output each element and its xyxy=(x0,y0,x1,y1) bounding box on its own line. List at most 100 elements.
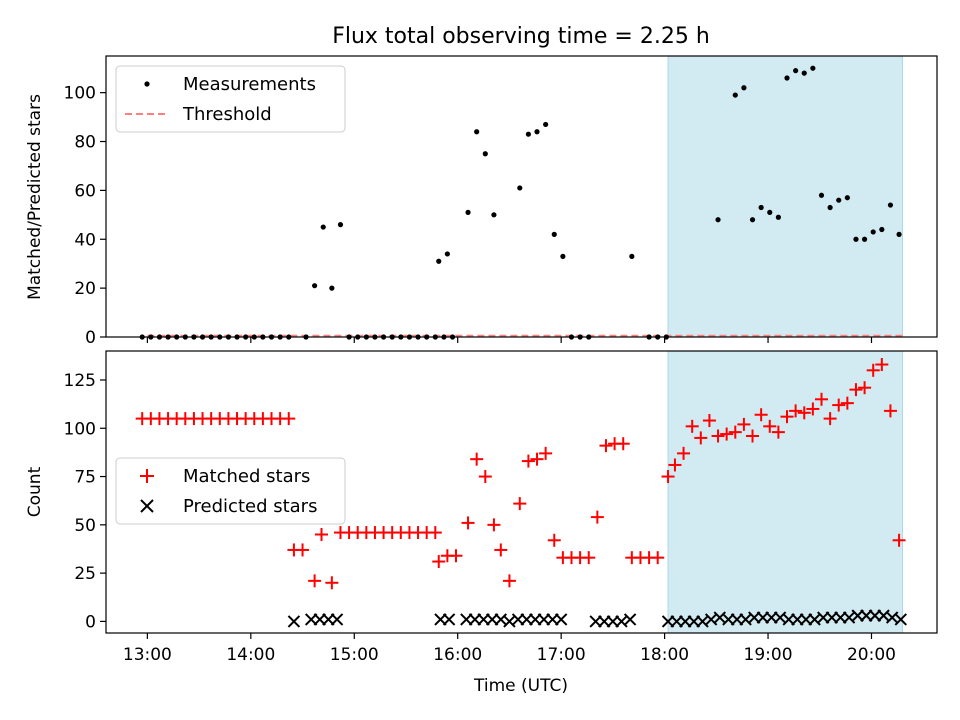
measurement-point xyxy=(715,217,721,223)
measurement-point xyxy=(525,131,531,137)
measurement-point xyxy=(861,236,868,242)
matched-star-point xyxy=(530,452,544,466)
matched-star-point xyxy=(849,383,863,397)
measurement-point xyxy=(870,229,876,235)
matched-star-point xyxy=(840,396,854,410)
predicted-stroke xyxy=(894,613,908,626)
measurement-point xyxy=(444,251,450,257)
measurement-point xyxy=(801,70,807,76)
legend-threshold-label: Threshold xyxy=(182,104,272,125)
predicted-stroke xyxy=(287,615,301,628)
matched-star-point xyxy=(728,425,742,439)
bottom-plot-frame xyxy=(105,350,938,634)
measurement-point xyxy=(312,283,318,289)
measurement-point xyxy=(887,202,894,208)
matched-star-point xyxy=(685,419,699,433)
matched-star-point xyxy=(668,458,682,472)
measurement-point xyxy=(329,285,335,291)
matched-star-point xyxy=(487,518,501,532)
measurement-point xyxy=(767,209,773,215)
matched-star-point xyxy=(521,454,535,468)
y-tick-label: 100 xyxy=(64,419,96,439)
matched-star-point xyxy=(282,412,296,426)
matched-star-point xyxy=(677,446,691,460)
bottom-legend: Matched stars Predicted stars xyxy=(115,457,346,525)
matched-star-point xyxy=(883,404,897,418)
measurement-point xyxy=(853,236,859,242)
y-tick-label: 60 xyxy=(74,181,96,201)
bottom-x-axis: 13:00 14:00 15:00 16:00 17:00 18:00 19:00 20:00 xyxy=(123,633,896,665)
measurement-point xyxy=(793,68,799,74)
matched-star-point xyxy=(702,414,716,428)
y-tick-label: 20 xyxy=(74,279,96,299)
legend-x-icon xyxy=(140,499,154,513)
measurement-point xyxy=(543,121,549,128)
matched-star-point xyxy=(590,510,604,524)
measurement-point xyxy=(436,258,442,264)
matched-star-point xyxy=(651,551,665,565)
matched-star-point xyxy=(599,439,613,453)
predicted-star-point xyxy=(554,613,568,626)
y-tick-label: 50 xyxy=(74,516,96,536)
measurement-point xyxy=(551,231,557,237)
top-panel: 0 20 40 60 80 100 Matched/Predicted stars Mea… xyxy=(25,55,938,348)
matched-star-point xyxy=(797,406,811,420)
predicted-stroke xyxy=(554,613,568,626)
top-legend: Measurements Threshold xyxy=(115,65,346,133)
matched-star-point xyxy=(814,392,828,406)
matched-star-point xyxy=(789,404,803,418)
top-y-axis: 0 20 40 60 80 100 xyxy=(64,84,106,348)
measurement-point xyxy=(320,224,326,230)
legend-predicted-label: Predicted stars xyxy=(183,496,317,517)
measurement-point xyxy=(758,204,764,211)
bottom-y-axis-label: Count xyxy=(25,466,45,517)
x-axis-label: Time (UTC) xyxy=(473,676,568,696)
measurement-point xyxy=(474,129,480,135)
x-tick-label: 20:00 xyxy=(847,645,896,665)
measurement-point xyxy=(465,209,471,215)
y-tick-label: 125 xyxy=(64,371,96,391)
matched-star-point xyxy=(470,452,484,466)
measurement-point xyxy=(818,192,825,198)
measurement-point xyxy=(337,222,344,228)
measurement-point xyxy=(491,212,497,218)
matched-star-point xyxy=(432,555,446,569)
matched-star-point xyxy=(428,526,442,540)
predicted-stroke xyxy=(739,613,752,626)
legend-dot-icon xyxy=(144,81,150,87)
measurement-point xyxy=(775,214,781,220)
measurement-point xyxy=(749,217,756,223)
x-tick-label: 13:00 xyxy=(123,645,172,665)
matched-star-point xyxy=(296,543,310,557)
matched-star-point xyxy=(771,425,785,439)
top-x-ticks xyxy=(146,337,873,343)
measurement-point xyxy=(844,195,850,201)
y-tick-label: 0 xyxy=(85,612,96,632)
matched-star-point xyxy=(754,408,768,422)
matched-star-point xyxy=(547,533,561,547)
x-tick-label: 18:00 xyxy=(640,645,689,665)
matched-star-point xyxy=(858,381,872,395)
bottom-y-axis: 0 25 50 75 100 125 xyxy=(64,371,106,632)
matched-star-point xyxy=(746,429,760,443)
y-tick-label: 0 xyxy=(85,328,96,348)
measurement-point xyxy=(560,253,566,259)
top-y-axis-label: Matched/Predicted stars xyxy=(25,94,45,300)
matched-star-point xyxy=(461,516,475,530)
matched-star-point xyxy=(539,446,553,460)
matched-star-point xyxy=(325,576,339,590)
x-tick-label: 17:00 xyxy=(537,645,586,665)
matched-star-point xyxy=(832,398,846,412)
measurement-point xyxy=(517,185,523,191)
matched-star-point xyxy=(582,551,596,565)
matched-star-point xyxy=(494,543,508,557)
predicted-stroke xyxy=(330,613,344,626)
measurement-point xyxy=(482,151,488,157)
y-tick-label: 75 xyxy=(74,468,96,488)
measurement-point xyxy=(741,85,747,91)
matched-star-point xyxy=(449,549,463,563)
legend-plus-icon xyxy=(140,469,154,483)
predicted-stroke xyxy=(615,615,628,628)
predicted-stroke xyxy=(442,613,456,626)
